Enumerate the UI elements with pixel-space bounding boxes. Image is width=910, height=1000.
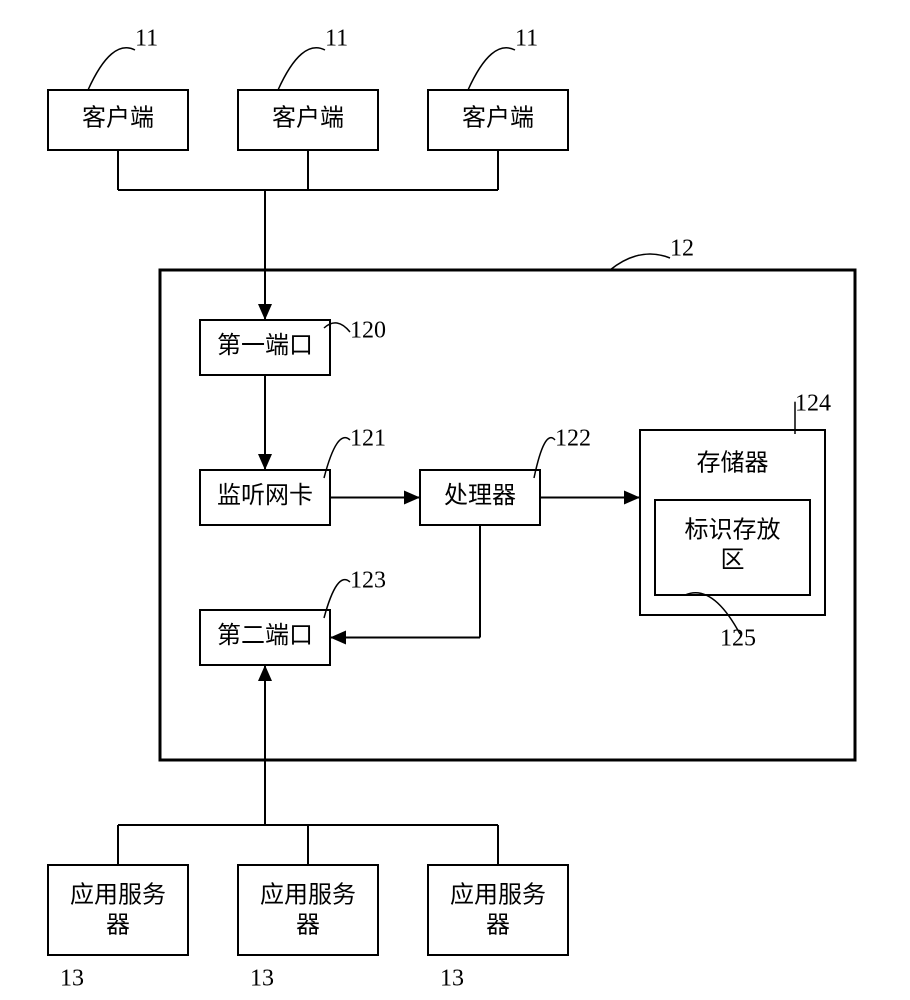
server-box <box>428 865 568 955</box>
svg-text:应用服务: 应用服务 <box>70 882 166 909</box>
server-ref: 13 <box>250 966 274 992</box>
client-label: 客户端 <box>272 105 344 132</box>
svg-text:应用服务: 应用服务 <box>260 882 356 909</box>
svg-text:应用服务: 应用服务 <box>450 882 546 909</box>
svg-text:器: 器 <box>486 913 510 939</box>
gateway-ref: 12 <box>670 236 694 262</box>
server-box <box>238 865 378 955</box>
svg-text:标识存放: 标识存放 <box>685 517 781 544</box>
nic-label: 监听网卡 <box>217 482 313 509</box>
port2-label: 第二端口 <box>217 622 313 649</box>
client-ref: 11 <box>515 26 538 52</box>
server-ref: 13 <box>60 966 84 992</box>
client-ref: 11 <box>325 26 348 52</box>
port1-label: 第一端口 <box>217 332 313 359</box>
memory-label: 存储器 <box>697 450 769 477</box>
svg-text:区: 区 <box>721 548 745 574</box>
processor-ref: 122 <box>555 426 591 452</box>
server-ref: 13 <box>440 966 464 992</box>
processor-label: 处理器 <box>444 482 516 509</box>
server-box <box>48 865 188 955</box>
nic-ref: 121 <box>350 426 386 452</box>
port1-ref: 120 <box>350 318 386 344</box>
port2-ref: 123 <box>350 568 386 594</box>
svg-text:器: 器 <box>296 913 320 939</box>
storage-area-ref: 125 <box>720 626 756 652</box>
memory-ref: 124 <box>795 391 831 417</box>
svg-text:器: 器 <box>106 913 130 939</box>
client-ref: 11 <box>135 26 158 52</box>
client-label: 客户端 <box>462 105 534 132</box>
client-label: 客户端 <box>82 105 154 132</box>
